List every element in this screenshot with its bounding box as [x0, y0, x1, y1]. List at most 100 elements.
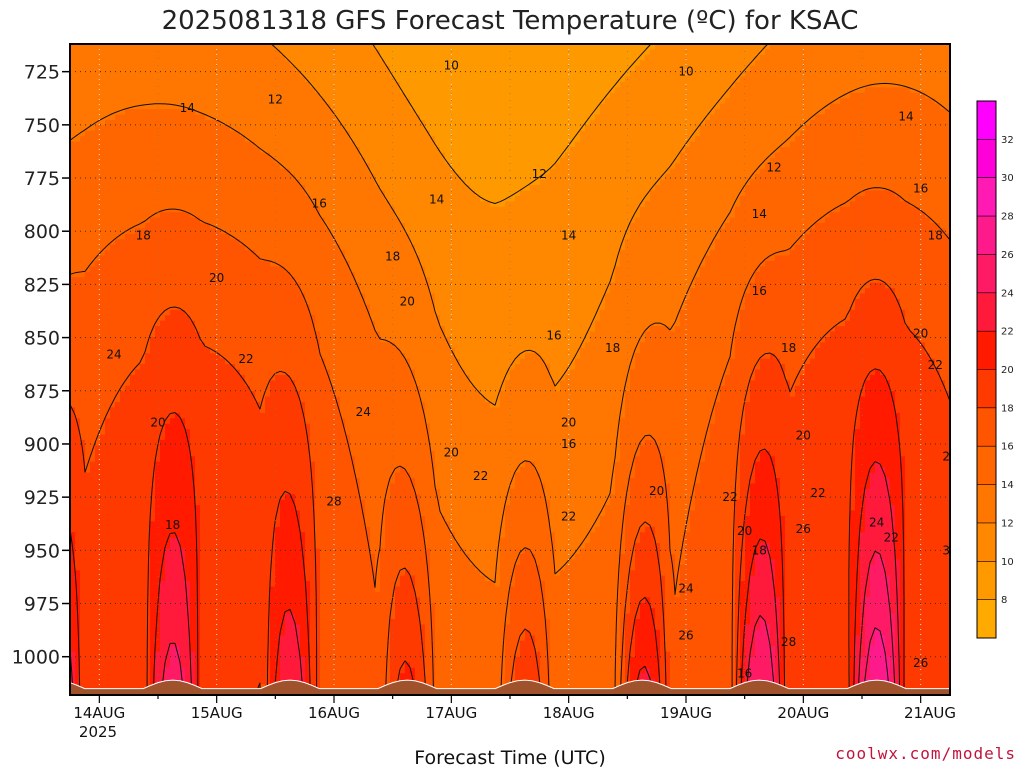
- temperature-cell: [460, 358, 521, 365]
- temperature-cell: [905, 678, 950, 685]
- temperature-cell: [150, 537, 171, 544]
- temperature-cell: [270, 640, 281, 647]
- temperature-cell: [900, 434, 950, 441]
- temperature-cell: [670, 168, 761, 175]
- temperature-cell: [665, 635, 736, 642]
- temperature-cell: [895, 396, 950, 403]
- temperature-cell: [695, 136, 796, 143]
- temperature-cell: [335, 239, 411, 246]
- temperature-cell: [825, 217, 931, 224]
- temperature-cell: [275, 575, 306, 582]
- temperature-cell: [660, 629, 666, 636]
- temperature-cell: [280, 49, 381, 56]
- temperature-cell: [310, 450, 351, 457]
- temperature-cell: [855, 445, 901, 452]
- temperature-cell: [70, 81, 311, 88]
- temperature-cell: [760, 364, 786, 371]
- temperature-cell: [770, 553, 786, 560]
- temperature-cell: [135, 228, 221, 235]
- temperature-cell: [175, 412, 181, 419]
- temperature-cell: [865, 380, 891, 387]
- temperature-cell: [625, 651, 636, 658]
- temperature-cell: [810, 119, 950, 126]
- temperature-cell: [905, 499, 950, 506]
- temperature-cell: [550, 651, 621, 658]
- temperature-cell: [380, 575, 401, 582]
- temperature-cell: [80, 602, 151, 609]
- temperature-cell: [895, 543, 906, 550]
- temperature-cell: [770, 157, 950, 164]
- temperature-cell: [760, 54, 950, 61]
- temperature-cell: [305, 185, 381, 192]
- temperature-cell: [430, 570, 481, 577]
- temperature-cell: [865, 526, 896, 533]
- temperature-cell: [70, 472, 156, 479]
- temperature-cell: [740, 591, 751, 598]
- y-tick-label: 725: [24, 62, 60, 84]
- temperature-cell: [300, 640, 311, 647]
- temperature-cell: [670, 505, 696, 512]
- temperature-cell: [245, 244, 341, 251]
- temperature-cell: [750, 581, 776, 588]
- temperature-cell: [455, 537, 501, 544]
- temperature-cell: [750, 608, 781, 615]
- temperature-cell: [320, 608, 396, 615]
- temperature-cell: [660, 678, 671, 685]
- temperature-cell: [95, 456, 161, 463]
- temperature-cell: [890, 499, 906, 506]
- temperature-cell: [150, 597, 161, 604]
- temperature-cell: [315, 543, 371, 550]
- temperature-cell: [425, 402, 491, 409]
- temperature-cell: [740, 608, 751, 615]
- temperature-cell: [740, 678, 746, 685]
- temperature-cell: [390, 640, 426, 647]
- temperature-cell: [700, 130, 801, 137]
- temperature-cell: [625, 613, 641, 620]
- temperature-cell: [150, 548, 166, 555]
- temperature-cell: [860, 412, 901, 419]
- temperature-cell: [780, 488, 856, 495]
- temperature-cell: [750, 505, 781, 512]
- temperature-cell: [615, 483, 631, 490]
- temperature-cell: [445, 326, 596, 333]
- temperature-cell: [150, 217, 201, 224]
- temperature-cell: [505, 646, 521, 653]
- temperature-cell: [70, 315, 166, 322]
- temperature-cell: [370, 168, 456, 175]
- temperature-cell: [70, 282, 301, 289]
- temperature-cell: [300, 288, 361, 295]
- temperature-cell: [160, 608, 191, 615]
- temperature-cell: [585, 125, 701, 132]
- temperature-cell: [665, 461, 701, 468]
- temperature-cell: [640, 613, 656, 620]
- temperature-cell: [335, 109, 416, 116]
- temperature-cell: [860, 548, 896, 555]
- temperature-cell: [200, 619, 271, 626]
- temperature-cell: [200, 570, 276, 577]
- temperature-cell: [105, 250, 256, 257]
- temperature-cell: [375, 564, 381, 571]
- temperature-cell: [895, 288, 950, 295]
- temperature-cell: [670, 684, 736, 691]
- temperature-cell: [300, 391, 336, 398]
- temperature-cell: [870, 374, 886, 381]
- temperature-cell: [870, 581, 891, 588]
- temperature-cell: [535, 640, 551, 647]
- temperature-cell: [790, 385, 796, 392]
- temperature-cell: [770, 450, 856, 457]
- temperature-cell: [320, 586, 376, 593]
- temperature-cell: [425, 646, 436, 653]
- temperature-cell: [560, 570, 621, 577]
- temperature-cell: [90, 266, 286, 273]
- temperature-cell: [430, 288, 611, 295]
- temperature-cell: [430, 591, 511, 598]
- temperature-cell: [395, 591, 416, 598]
- temperature-cell: [750, 586, 776, 593]
- colorbar-swatch: [977, 101, 996, 140]
- temperature-cell: [285, 624, 301, 631]
- temperature-cell: [870, 591, 891, 598]
- temperature-cell: [350, 445, 431, 452]
- temperature-cell: [550, 646, 621, 653]
- temperature-cell: [335, 391, 421, 398]
